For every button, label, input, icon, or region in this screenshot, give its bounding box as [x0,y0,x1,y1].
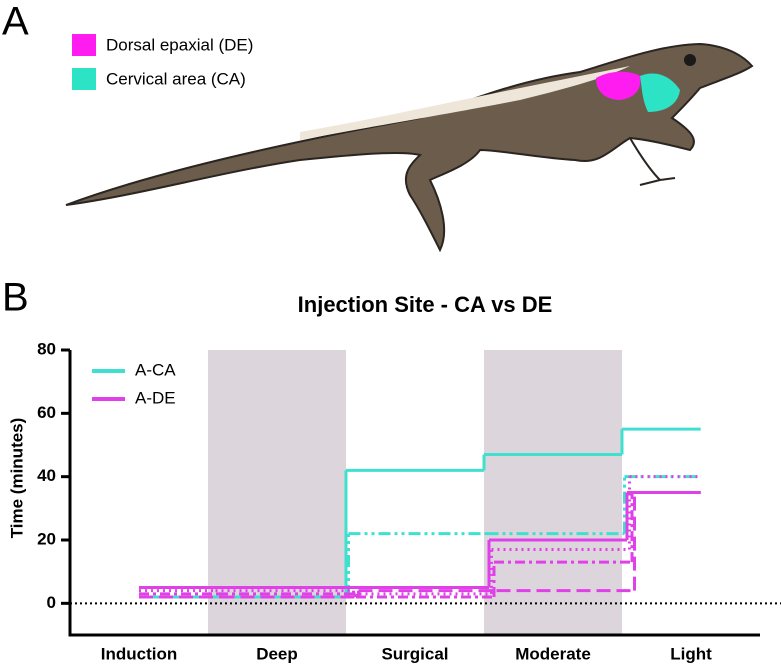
panel-label: B [2,276,29,320]
y-tick-label: 20 [37,529,56,548]
legend-label: Dorsal epaxial (DE) [106,35,253,54]
lizard-stripe [300,66,630,140]
legend-label: Cervical area (CA) [106,69,246,88]
legend-swatch [72,68,96,90]
y-tick-label: 60 [37,403,56,422]
chart-title: Injection Site - CA vs DE [298,292,553,317]
x-tick-label: Moderate [515,644,591,663]
region-ca [640,73,680,112]
x-tick-label: Induction [101,644,177,663]
y-tick-label: 0 [47,593,56,612]
lizard-eye [684,54,696,66]
x-tick-label: Surgical [381,644,448,663]
lizard-illustration [65,42,754,253]
x-tick-label: Deep [256,644,298,663]
legend-swatch [72,34,96,56]
shaded-band [484,350,622,635]
shaded-band [208,350,346,635]
plot: 0 20 40 60 80 Induction Deep Surgical Moderate Li… [37,339,781,663]
y-axis-label: Time (minutes) [7,418,26,539]
legend-label: A-CA [135,360,176,379]
legend-label: A-DE [135,388,176,407]
x-tick-label: Light [670,644,712,663]
lizard-body [65,42,754,253]
lizard-leg [629,137,676,186]
panel-label: A [2,0,29,44]
region-de [596,71,641,100]
y-tick-label: 80 [37,339,56,358]
y-tick-label: 40 [37,466,56,485]
